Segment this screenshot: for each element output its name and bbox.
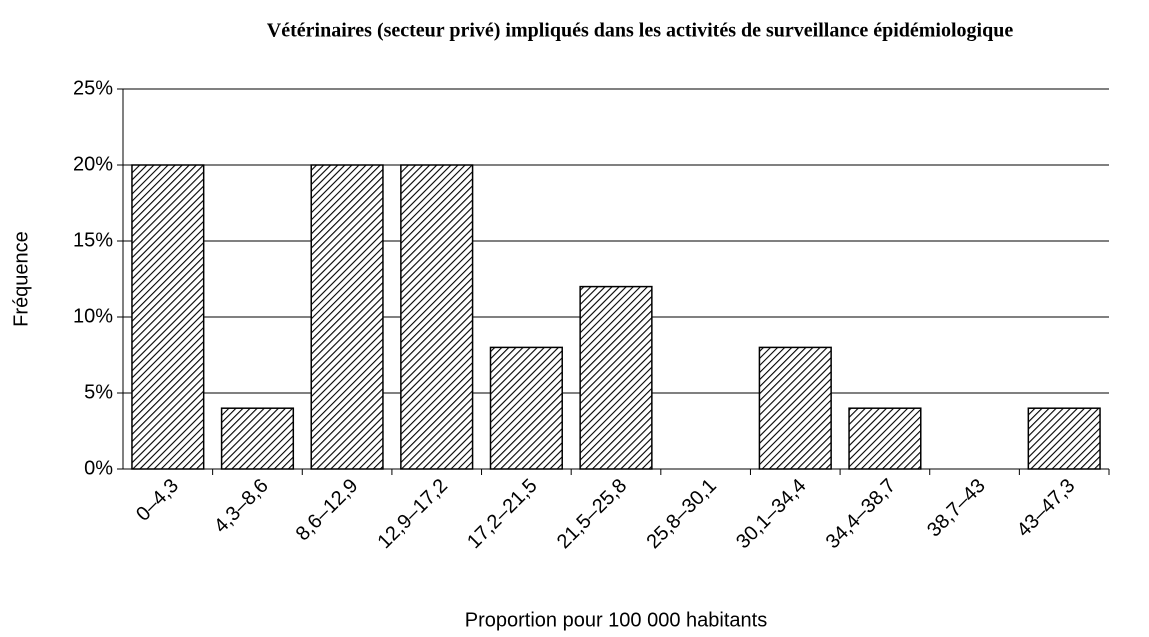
x-tick-label: 43–47,3 bbox=[1013, 475, 1080, 542]
bar bbox=[400, 164, 474, 470]
bar bbox=[220, 407, 295, 470]
bar bbox=[131, 164, 205, 470]
x-tick-label: 30,1–34,4 bbox=[732, 475, 810, 553]
x-tick-label: 0–4,3 bbox=[132, 475, 183, 526]
x-tick-label: 8,6–12,9 bbox=[292, 475, 363, 546]
bar bbox=[489, 346, 563, 470]
x-tick-label: 12,9–17,2 bbox=[374, 475, 452, 553]
x-tick-label: 38,7–43 bbox=[923, 475, 990, 542]
bar bbox=[758, 346, 832, 470]
x-tick-label: 21,5–25,8 bbox=[553, 475, 631, 553]
y-axis-label: Fréquence bbox=[10, 231, 32, 327]
y-tick-label: 5% bbox=[84, 381, 113, 403]
y-tick-label: 15% bbox=[73, 229, 113, 251]
x-tick-label: 4,3–8,6 bbox=[210, 475, 273, 538]
chart-title: Vétérinaires (secteur privé) impliqués d… bbox=[267, 20, 1014, 42]
x-tick-label: 25,8–30,1 bbox=[642, 475, 720, 553]
x-tick-label: 17,2–21,5 bbox=[463, 475, 541, 553]
bar bbox=[848, 407, 922, 470]
x-tick-label: 34,4–38,7 bbox=[822, 475, 900, 553]
x-axis-label: Proportion pour 100 000 habitants bbox=[465, 609, 767, 631]
y-tick-label: 0% bbox=[84, 457, 113, 479]
bar bbox=[310, 164, 384, 470]
bar bbox=[579, 285, 653, 470]
y-tick-label: 10% bbox=[73, 305, 113, 327]
bar bbox=[1027, 407, 1101, 470]
y-tick-label: 25% bbox=[73, 77, 113, 99]
y-tick-label: 20% bbox=[73, 153, 113, 175]
